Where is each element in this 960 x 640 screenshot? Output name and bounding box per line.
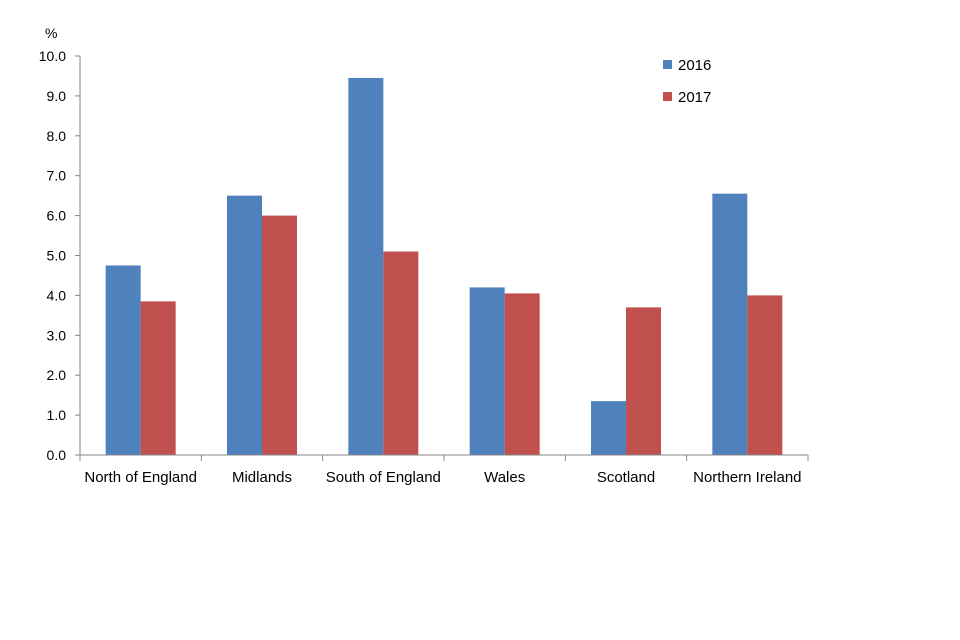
bars (105, 77, 783, 455)
x-category-label: Scotland (597, 469, 655, 486)
legend: 2016 2017 (663, 57, 711, 106)
y-tick-label: 5.0 (47, 248, 67, 264)
bar-2016-northern-ireland (712, 193, 748, 455)
y-tick-label: 4.0 (47, 287, 67, 303)
x-category-label: Wales (484, 469, 525, 486)
legend-swatch-2017 (663, 92, 672, 101)
y-tick-label: 8.0 (47, 128, 67, 144)
y-axis-unit-label: % (45, 25, 57, 41)
y-tick-label: 0.0 (47, 447, 67, 463)
bar-2017-scotland (626, 307, 661, 455)
bar-2016-north-of-england (105, 265, 141, 455)
y-tick-label: 10.0 (39, 48, 66, 64)
bar-2017-north-of-england (140, 301, 176, 455)
legend-swatch-2016 (663, 60, 672, 69)
x-category-label: North of England (84, 469, 197, 486)
bar-2017-south-of-england (383, 251, 419, 455)
bar-2016-scotland (591, 401, 626, 455)
bar-2017-northern-ireland (747, 295, 783, 455)
y-tick-label: 3.0 (47, 327, 67, 343)
y-tick-label: 7.0 (47, 168, 67, 184)
y-axis-ticks: 0.0 1.0 2.0 3.0 4.0 5.0 6.0 7.0 8.0 9.0 10.0 (39, 48, 80, 463)
legend-label-2016: 2016 (678, 57, 711, 74)
y-tick-label: 9.0 (47, 88, 67, 104)
legend-label-2017: 2017 (678, 89, 711, 106)
x-axis-labels: North of England Midlands South of England… (84, 469, 801, 486)
bar-2017-wales (504, 293, 540, 455)
x-category-label: Midlands (232, 469, 292, 486)
y-tick-label: 6.0 (47, 208, 67, 224)
bar-2016-wales (469, 287, 505, 455)
bar-2016-south-of-england (348, 77, 384, 455)
x-category-label: South of England (326, 469, 441, 486)
axes (79, 56, 809, 461)
x-category-label: Northern Ireland (693, 469, 801, 486)
bar-2017-midlands (262, 215, 297, 455)
y-tick-label: 1.0 (47, 407, 67, 423)
y-tick-label: 2.0 (47, 367, 67, 383)
bar-2016-midlands (227, 195, 262, 455)
